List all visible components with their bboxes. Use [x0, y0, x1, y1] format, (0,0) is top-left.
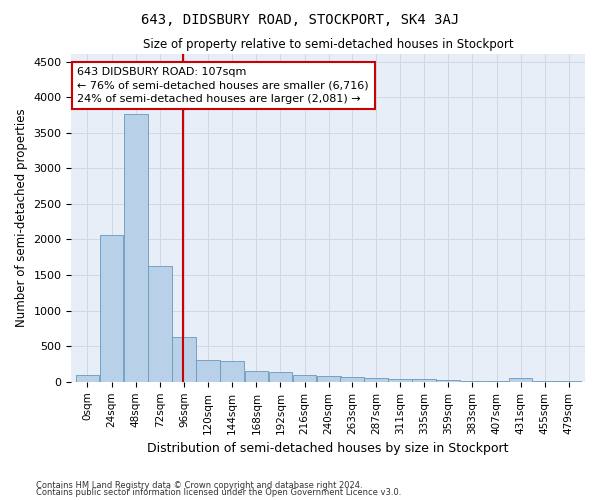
Bar	[76, 376, 99, 382]
Bar	[100, 234, 124, 382]
Bar	[148, 266, 172, 382]
Title: Size of property relative to semi-detached houses in Stockport: Size of property relative to semi-detach…	[143, 38, 514, 51]
Text: 643, DIDSBURY ROAD, STOCKPORT, SK4 3AJ: 643, DIDSBURY ROAD, STOCKPORT, SK4 3AJ	[141, 12, 459, 26]
Bar	[340, 377, 364, 382]
Bar	[172, 337, 196, 382]
Bar	[245, 371, 268, 382]
Bar	[269, 372, 292, 382]
Bar	[388, 379, 412, 382]
Bar	[293, 374, 316, 382]
Bar	[220, 361, 244, 382]
Text: 643 DIDSBURY ROAD: 107sqm
← 76% of semi-detached houses are smaller (6,716)
24% : 643 DIDSBURY ROAD: 107sqm ← 76% of semi-…	[77, 68, 369, 104]
Bar	[196, 360, 220, 382]
Bar	[317, 376, 341, 382]
Bar	[412, 379, 436, 382]
Bar	[364, 378, 388, 382]
Y-axis label: Number of semi-detached properties: Number of semi-detached properties	[15, 109, 28, 328]
Bar	[124, 114, 148, 382]
Text: Contains HM Land Registry data © Crown copyright and database right 2024.: Contains HM Land Registry data © Crown c…	[36, 480, 362, 490]
X-axis label: Distribution of semi-detached houses by size in Stockport: Distribution of semi-detached houses by …	[148, 442, 509, 455]
Bar	[509, 378, 532, 382]
Bar	[436, 380, 460, 382]
Text: Contains public sector information licensed under the Open Government Licence v3: Contains public sector information licen…	[36, 488, 401, 497]
